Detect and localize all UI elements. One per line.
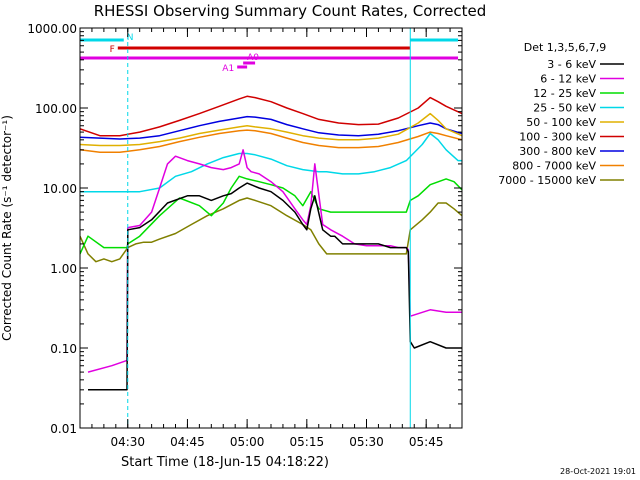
series-line-2 <box>80 175 462 255</box>
legend-label: 12 - 25 keV <box>533 87 596 100</box>
state-bar-label-4: A1 <box>222 64 234 74</box>
axes: 1000.00 100.00 10.00 1.00 0.10 0.01 04:30 04:45… <box>27 22 463 449</box>
legend-label: 100 - 300 keV <box>519 131 596 144</box>
series-line-1 <box>87 149 462 373</box>
y-tick-label: 10.00 <box>43 182 77 196</box>
legend-label: 50 - 100 keV <box>526 116 596 129</box>
series-line-6 <box>80 115 462 140</box>
series-line-5 <box>80 95 462 137</box>
series-line-0 <box>88 182 462 391</box>
state-bar-label-2: F <box>110 45 115 55</box>
legend-title: Det 1,3,5,6,7,9 <box>524 41 607 54</box>
legend-label: 800 - 7000 keV <box>512 160 596 173</box>
state-bars: N F A1 A0 <box>80 33 459 74</box>
series-line-7 <box>80 129 462 153</box>
legend-label: 7000 - 15000 keV <box>498 174 596 187</box>
legend-label: 3 - 6 keV <box>547 58 596 71</box>
series-line-3 <box>80 132 462 193</box>
y-tick-label: 100.00 <box>35 102 77 116</box>
x-tick-label: 04:45 <box>170 435 205 449</box>
legend-label: 25 - 50 keV <box>533 102 596 115</box>
chart-title: RHESSI Observing Summary Count Rates, Co… <box>94 2 487 20</box>
state-bar-label-5: A0 <box>247 53 259 63</box>
x-tick-label: 05:30 <box>349 435 384 449</box>
y-tick-label: 1.00 <box>50 262 77 276</box>
timestamp: 28-Oct-2021 19:01 <box>560 467 636 476</box>
x-tick-label: 05:00 <box>230 435 265 449</box>
y-tick-label: 0.10 <box>50 342 77 356</box>
y-axis-label: Corrected Count Rate (s⁻¹ detector⁻¹) <box>0 115 14 341</box>
y-tick-label: 0.01 <box>50 422 77 436</box>
legend-label: 6 - 12 keV <box>540 73 596 86</box>
x-tick-label: 05:45 <box>409 435 444 449</box>
x-axis-label: Start Time (18-Jun-15 04:18:22) <box>121 455 329 470</box>
series-layer <box>80 95 462 391</box>
x-tick-label: 04:30 <box>110 435 145 449</box>
legend-label: 300 - 800 keV <box>519 145 596 158</box>
x-tick-label: 05:15 <box>290 435 325 449</box>
series-line-4 <box>80 112 462 147</box>
state-bar-label-0: N <box>127 33 134 43</box>
series-line-8 <box>80 197 462 263</box>
y-tick-label: 1000.00 <box>27 22 77 36</box>
